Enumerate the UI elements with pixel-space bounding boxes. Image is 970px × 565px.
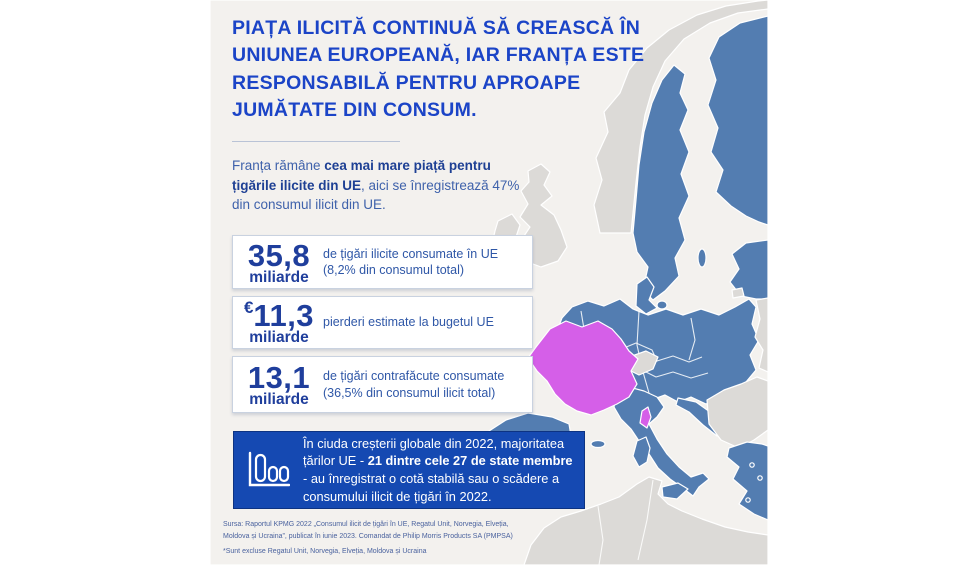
country-italy (613, 386, 710, 497)
stat-card-counterfeit: 13,1 miliarde de țigări contrafăcute con… (232, 356, 533, 413)
island-corsica (639, 406, 652, 429)
stat-card-illicit-volume: 35,8 miliarde de țigări ilicite consumat… (232, 235, 533, 289)
island-gotland (697, 248, 707, 268)
stat-desc-line1: pierderi estimate la bugetul UE (323, 315, 494, 330)
island-sicily (661, 482, 689, 500)
callout-pre: În ciuda creșterii globale din 2022, maj… (303, 435, 565, 469)
country-greece (726, 441, 768, 521)
danish-islands (656, 300, 668, 310)
country-norway (593, 0, 768, 234)
region-north-africa (523, 476, 768, 565)
stat-value: 13,1 (247, 360, 311, 396)
stat-value: 35,8 (247, 237, 311, 273)
greek-island (757, 475, 763, 481)
countries-belarus-ukraine (754, 297, 768, 373)
region-kaliningrad (731, 287, 745, 299)
stat-description: de țigări contrafăcute consumate (36,5% … (319, 368, 504, 401)
source-note: Sursa: Raportul KPMG 2022 „Consumul ilic… (223, 519, 533, 558)
intro-pre: Franța rămâne (232, 158, 325, 173)
africa-border (597, 505, 604, 565)
country-finland (707, 15, 768, 226)
stat-unit: miliarde (249, 329, 309, 347)
intro-post: , aici se înregistrează 47% din consumul… (232, 177, 520, 213)
border-austria-hungary (639, 368, 709, 379)
stat-desc-line2: (36,5% din consumul ilicit total) (323, 385, 496, 400)
balearic-islands (590, 439, 606, 449)
stat-value: 11,3 (253, 298, 315, 334)
callout-bold: 21 dintre cele 27 de state membre (367, 453, 573, 469)
stat-unit: miliarde (249, 268, 309, 286)
callout-box: În ciuda creșterii globale din 2022, maj… (233, 431, 585, 509)
country-denmark (635, 276, 658, 315)
stat-number-block: €11,3 miliarde (239, 299, 319, 346)
stat-number-block: 35,8 miliarde (239, 239, 319, 286)
intro-paragraph: Franța rămâne cea mai mare piață pentru … (232, 156, 534, 215)
stat-unit: miliarde (249, 391, 309, 409)
source-line: Sursa: Raportul KPMG 2022 „Consumul ilic… (223, 521, 513, 540)
country-france (527, 320, 639, 416)
stat-number-block: 13,1 miliarde (239, 361, 319, 408)
declining-bar-chart-icon (246, 445, 291, 496)
greek-island (749, 462, 755, 468)
euro-sign: € (243, 298, 254, 318)
island-sardinia (632, 436, 651, 468)
greek-island (745, 497, 751, 503)
infographic-panel: PIAȚA ILICITĂ CONTINUĂ SĂ CREASCĂ ÎN UNI… (210, 0, 768, 565)
africa-border (637, 479, 654, 561)
intro-bold: cea mai mare piață pentru țigările ilici… (232, 158, 491, 193)
stat-description: de țigări ilicite consumate în UE (8,2% … (319, 246, 498, 279)
stat-desc-line1: de țigări contrafăcute consumate (323, 369, 505, 383)
countries-west-balkans (706, 376, 768, 449)
border-poland-east (688, 317, 696, 361)
stat-description: pierderi estimate la bugetul UE (319, 314, 494, 331)
callout-text: În ciuda creșterii globale din 2022, maj… (303, 435, 574, 505)
border-slovakia (656, 355, 703, 363)
stat-card-budget-loss: €11,3 miliarde pierderi estimate la buge… (232, 296, 533, 349)
source-exclusions: *Sunt excluse Regatul Unit, Norvegia, El… (223, 548, 427, 556)
callout-post: - au înregistrat o cotă stabilă sau o sc… (303, 471, 560, 504)
country-sweden (632, 64, 690, 301)
headline-divider (232, 141, 400, 142)
stat-desc-line1: de țigări ilicite consumate în UE (323, 246, 499, 261)
stat-desc-line2: (8,2% din consumul total) (323, 263, 465, 277)
headline: PIAȚA ILICITĂ CONTINUĂ SĂ CREASCĂ ÎN UNI… (232, 17, 645, 121)
